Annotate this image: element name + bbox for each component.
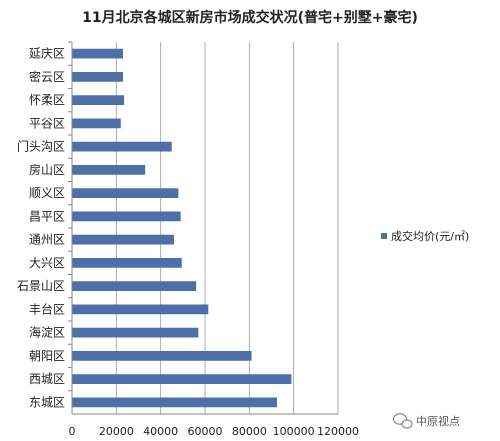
bar bbox=[72, 397, 278, 408]
bar bbox=[72, 48, 123, 59]
category-label: 通州区 bbox=[29, 233, 65, 247]
bar bbox=[72, 118, 121, 129]
chart-title: 11月北京各城区新房市场成交状况(普宅+别墅+豪宅) bbox=[82, 9, 418, 26]
category-label: 门头沟区 bbox=[17, 139, 65, 154]
category-label: 密云区 bbox=[29, 69, 65, 84]
legend-swatch bbox=[381, 233, 387, 239]
watermark-text: 中原视点 bbox=[416, 414, 460, 428]
bars bbox=[68, 41, 292, 408]
bar bbox=[72, 327, 199, 338]
category-label: 大兴区 bbox=[29, 256, 65, 270]
bar bbox=[72, 281, 197, 292]
category-label: 海淀区 bbox=[29, 325, 65, 340]
watermark: 中原视点 bbox=[392, 413, 460, 429]
bar bbox=[72, 95, 125, 106]
x-tick-label: 40000 bbox=[143, 425, 178, 438]
category-label: 石景山区 bbox=[17, 279, 65, 293]
category-label: 房山区 bbox=[29, 162, 65, 177]
x-tick-label: 20000 bbox=[99, 425, 134, 438]
category-label: 东城区 bbox=[29, 395, 65, 409]
category-label: 朝阳区 bbox=[29, 349, 65, 363]
category-label: 怀柔区 bbox=[29, 93, 65, 107]
x-tick-label: 100000 bbox=[273, 425, 315, 438]
category-label: 西城区 bbox=[29, 372, 65, 386]
bar bbox=[72, 141, 172, 152]
category-label: 平谷区 bbox=[29, 116, 65, 130]
bar bbox=[72, 71, 123, 82]
category-label: 延庆区 bbox=[29, 47, 65, 61]
x-tick-labels: 0 20000 40000 60000 80000 100000 120000 bbox=[69, 425, 360, 438]
bar bbox=[72, 350, 252, 361]
legend-label: 成交均价(元/㎡) bbox=[391, 229, 469, 243]
bar bbox=[72, 188, 179, 199]
bar bbox=[72, 374, 292, 385]
wechat-icon bbox=[392, 413, 413, 429]
x-tick-label: 80000 bbox=[232, 425, 267, 438]
x-tick-label: 120000 bbox=[317, 425, 359, 438]
category-label: 丰台区 bbox=[29, 301, 65, 316]
x-tick-label: 60000 bbox=[188, 425, 223, 438]
bar bbox=[72, 211, 181, 222]
category-label: 昌平区 bbox=[29, 209, 65, 223]
legend: 成交均价(元/㎡) bbox=[381, 229, 469, 243]
x-tick-label: 0 bbox=[69, 425, 76, 438]
bar bbox=[72, 257, 182, 268]
category-label: 顺义区 bbox=[29, 186, 65, 200]
bar bbox=[72, 304, 209, 315]
bar bbox=[72, 234, 174, 245]
category-labels: 延庆区密云区怀柔区平谷区门头沟区房山区顺义区昌平区通州区大兴区石景山区丰台区海淀… bbox=[17, 47, 65, 410]
bar bbox=[72, 164, 146, 175]
